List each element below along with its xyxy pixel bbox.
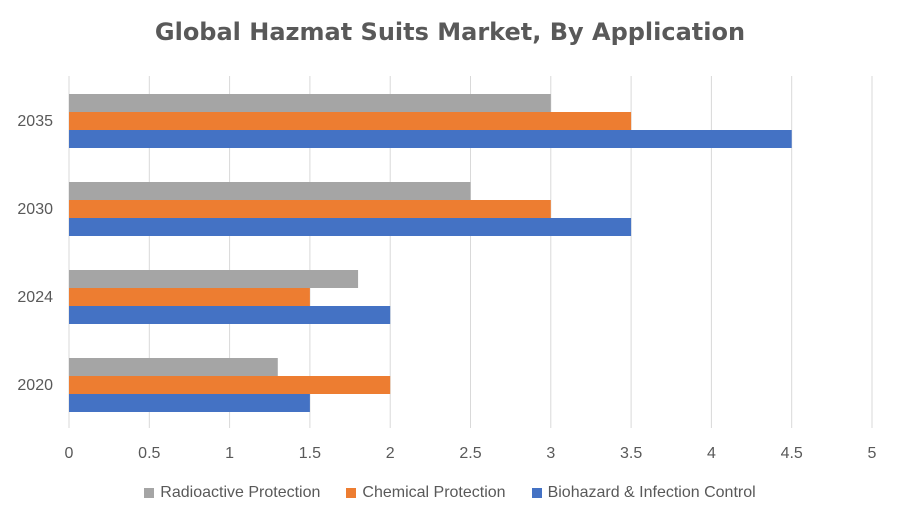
bar bbox=[69, 94, 551, 112]
x-tick-label: 2 bbox=[386, 445, 395, 462]
legend-item: Biohazard & Infection Control bbox=[531, 484, 756, 502]
chart-title: Global Hazmat Suits Market, By Applicati… bbox=[154, 18, 746, 46]
bars bbox=[69, 94, 792, 412]
legend-label: Chemical Protection bbox=[362, 484, 506, 501]
x-tick-label: 5 bbox=[868, 445, 877, 462]
bar bbox=[69, 130, 792, 148]
x-tick-label: 1 bbox=[225, 445, 234, 462]
x-tick-label: 2.5 bbox=[459, 445, 481, 462]
y-tick-label: 2024 bbox=[17, 289, 53, 306]
x-tick-label: 3 bbox=[546, 445, 555, 462]
bar bbox=[69, 376, 391, 394]
bar bbox=[69, 270, 359, 288]
legend-label: Radioactive Protection bbox=[160, 484, 321, 501]
bar bbox=[69, 112, 632, 130]
bar bbox=[69, 218, 632, 236]
legend: Radioactive Protection Chemical Protectio… bbox=[0, 484, 900, 502]
legend-swatch bbox=[346, 488, 357, 498]
legend-swatch bbox=[144, 488, 155, 498]
bar bbox=[69, 394, 310, 412]
x-tick-label: 3.5 bbox=[620, 445, 642, 462]
y-tick-label: 2035 bbox=[17, 113, 53, 130]
bar bbox=[69, 200, 551, 218]
bar bbox=[69, 306, 391, 324]
bar bbox=[69, 288, 310, 306]
legend-swatch bbox=[531, 488, 542, 498]
x-tick-label: 0.5 bbox=[138, 445, 160, 462]
legend-item: Chemical Protection bbox=[346, 484, 506, 502]
x-tick-label: 1.5 bbox=[299, 445, 321, 462]
y-tick-label: 2020 bbox=[17, 377, 53, 394]
x-tick-label: 4 bbox=[707, 445, 716, 462]
y-tick-label: 2030 bbox=[17, 201, 53, 218]
x-tick-label: 4.5 bbox=[781, 445, 803, 462]
x-tick-label: 0 bbox=[65, 445, 74, 462]
legend-label: Biohazard & Infection Control bbox=[547, 484, 756, 501]
legend-item: Radioactive Protection bbox=[144, 484, 320, 502]
bar bbox=[69, 358, 278, 376]
bar bbox=[69, 182, 471, 200]
x-axis-labels: 0 0.5 1 1.5 2 2.5 3 3.5 4 4.5 5 bbox=[65, 445, 877, 462]
y-axis-labels: 2035 2030 2024 2020 bbox=[17, 113, 53, 394]
